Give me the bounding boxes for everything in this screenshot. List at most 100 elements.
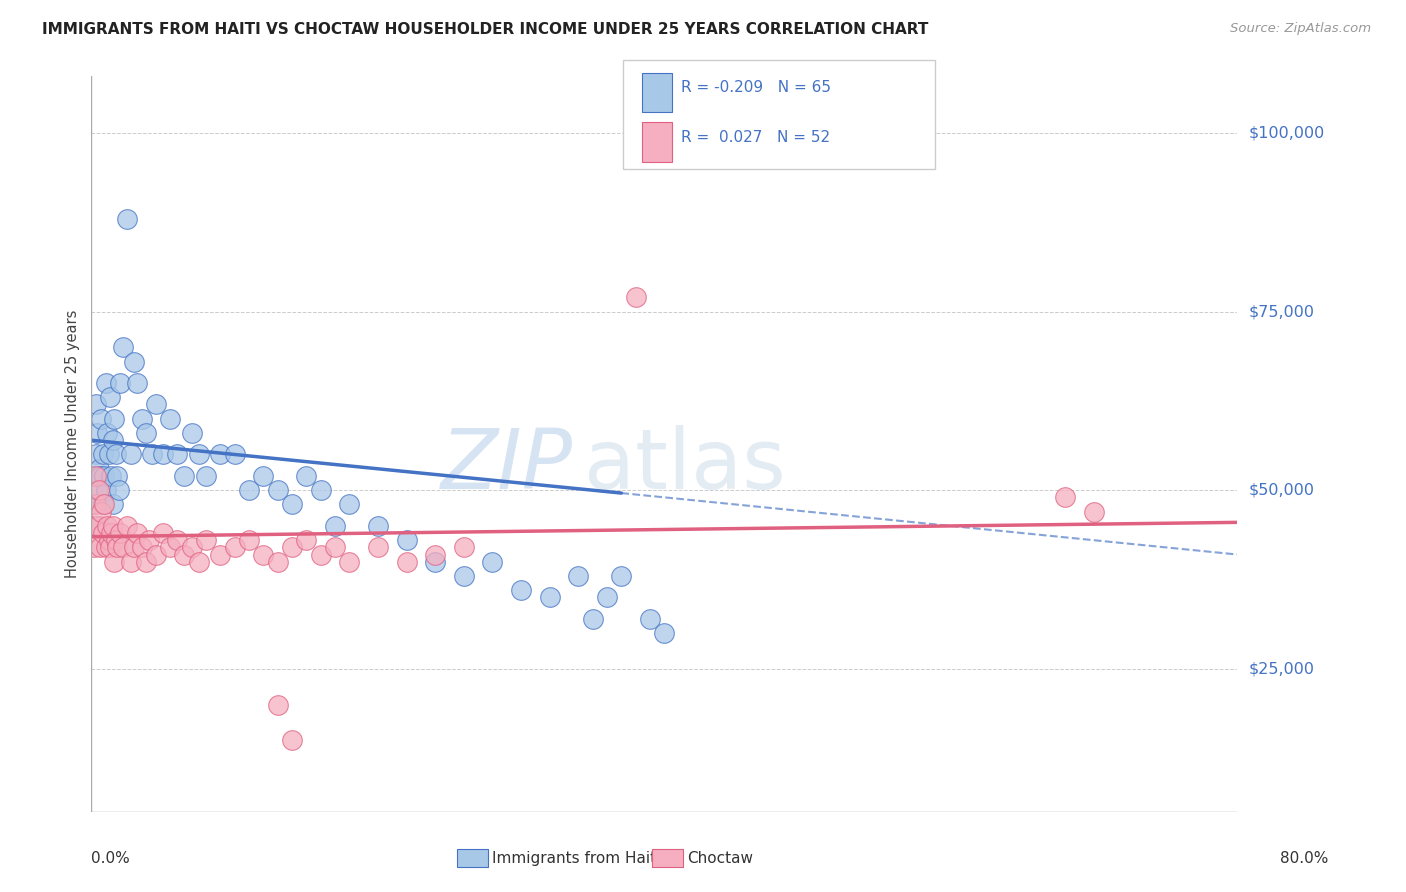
Point <box>180 425 202 440</box>
Point <box>115 519 138 533</box>
Point <box>82 469 104 483</box>
Point <box>1083 505 1105 519</box>
Point <box>127 376 149 390</box>
Point <box>105 541 128 555</box>
Point <box>395 555 418 569</box>
Point <box>510 583 533 598</box>
Point <box>121 448 143 462</box>
Point <box>337 555 360 569</box>
Point <box>295 469 318 483</box>
Point <box>596 591 619 605</box>
Point <box>135 555 157 569</box>
Point <box>266 698 288 712</box>
Point <box>89 541 111 555</box>
Text: Source: ZipAtlas.com: Source: ZipAtlas.com <box>1230 22 1371 36</box>
Point <box>108 376 131 390</box>
Point <box>87 462 110 476</box>
Point <box>481 555 503 569</box>
Text: Choctaw: Choctaw <box>688 851 754 865</box>
Point <box>152 526 174 541</box>
Point <box>87 519 110 533</box>
Point <box>83 498 105 512</box>
Point <box>145 548 167 562</box>
Text: R = -0.209   N = 65: R = -0.209 N = 65 <box>681 80 831 95</box>
Point <box>173 469 195 483</box>
Point <box>209 448 232 462</box>
Point <box>638 612 661 626</box>
Point <box>1054 491 1077 505</box>
Y-axis label: Householder Income Under 25 years: Householder Income Under 25 years <box>65 310 80 578</box>
Point <box>101 498 124 512</box>
Point <box>173 548 195 562</box>
Point <box>103 555 125 569</box>
Point <box>138 533 160 548</box>
Point <box>567 569 589 583</box>
Point <box>252 469 274 483</box>
Point <box>124 354 146 368</box>
Point <box>97 448 120 462</box>
Point <box>84 498 107 512</box>
Point <box>309 483 332 498</box>
Point <box>367 541 389 555</box>
Point <box>187 448 209 462</box>
Point <box>115 211 138 226</box>
Point <box>84 397 107 411</box>
Point <box>538 591 561 605</box>
Point <box>94 376 117 390</box>
Point <box>131 411 153 425</box>
Point <box>97 533 120 548</box>
Point <box>103 411 125 425</box>
Point <box>96 519 118 533</box>
Point <box>121 555 143 569</box>
Point <box>111 340 134 354</box>
Point <box>323 519 346 533</box>
Point <box>87 483 110 498</box>
Point <box>91 526 114 541</box>
Text: $50,000: $50,000 <box>1249 483 1315 498</box>
Point <box>104 533 127 548</box>
Point <box>90 411 112 425</box>
Point <box>84 469 107 483</box>
Text: 80.0%: 80.0% <box>1281 851 1329 865</box>
Point <box>395 533 418 548</box>
Point <box>124 541 146 555</box>
Point <box>187 555 209 569</box>
Point <box>91 498 114 512</box>
Point <box>180 541 202 555</box>
Point <box>624 290 647 304</box>
Point <box>423 548 446 562</box>
Point <box>238 533 260 548</box>
Point <box>453 569 475 583</box>
Point <box>86 519 108 533</box>
Point <box>100 469 122 483</box>
Point <box>281 541 304 555</box>
Point <box>107 483 129 498</box>
Text: R =  0.027   N = 52: R = 0.027 N = 52 <box>681 130 830 145</box>
Point <box>209 548 232 562</box>
Point <box>104 448 127 462</box>
Point <box>152 448 174 462</box>
Text: $75,000: $75,000 <box>1249 304 1315 319</box>
Point <box>194 469 217 483</box>
Point <box>91 448 114 462</box>
Point <box>224 541 246 555</box>
Point <box>105 469 128 483</box>
Point <box>266 555 288 569</box>
Point <box>84 448 107 462</box>
Point <box>337 498 360 512</box>
Point <box>131 541 153 555</box>
Point <box>108 526 131 541</box>
Point <box>309 548 332 562</box>
Point <box>127 526 149 541</box>
Point <box>281 733 304 747</box>
Point <box>100 526 122 541</box>
Point <box>281 498 304 512</box>
Point <box>135 425 157 440</box>
Text: 0.0%: 0.0% <box>91 851 131 865</box>
Point <box>145 397 167 411</box>
Point <box>423 555 446 569</box>
Point <box>194 533 217 548</box>
Point <box>94 483 117 498</box>
Point <box>141 448 163 462</box>
Point <box>111 541 134 555</box>
